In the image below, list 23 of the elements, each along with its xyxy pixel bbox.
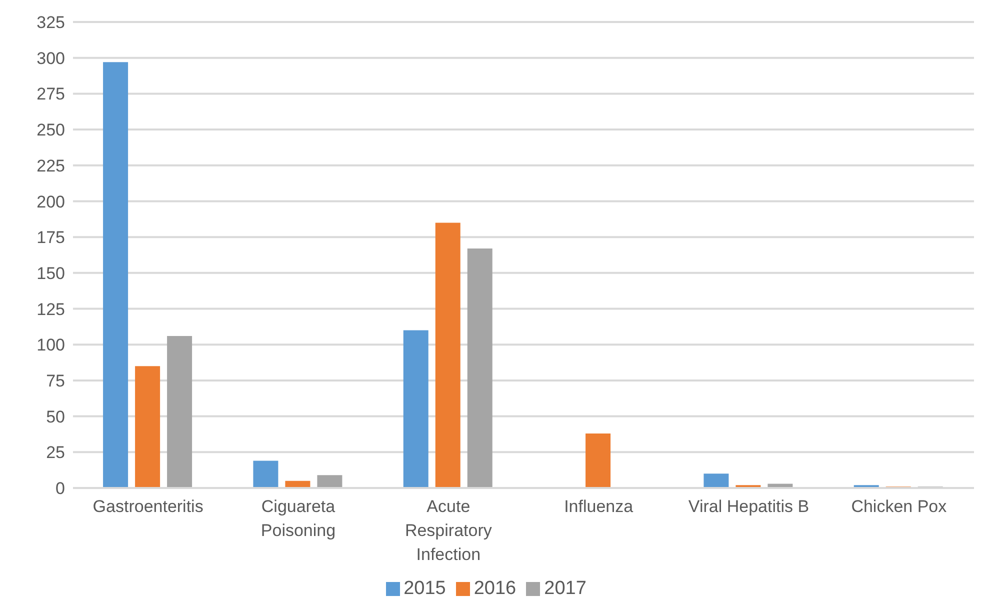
y-tick-label: 275 xyxy=(36,84,65,104)
x-tick-label: Acute Respiratory Infection xyxy=(404,497,492,564)
x-tick-label: Ciguareta Poisoning xyxy=(260,497,336,540)
legend-label: 2015 xyxy=(404,578,446,599)
y-tick-label: 50 xyxy=(46,407,65,426)
y-tick-label: 125 xyxy=(36,300,65,319)
x-tick-label: Influenza xyxy=(564,497,634,516)
y-tick-label: 25 xyxy=(46,443,65,462)
x-tick-label: Gastroenteritis xyxy=(92,497,204,516)
y-tick-label: 225 xyxy=(36,156,65,176)
y-tick-label: 175 xyxy=(36,228,65,248)
y-tick-label: 150 xyxy=(36,264,65,283)
y-tick-label: 300 xyxy=(36,48,65,68)
x-tick-label: Viral Hepatitis B xyxy=(688,497,810,516)
legend-label: 2016 xyxy=(474,578,516,599)
y-tick-label: 200 xyxy=(36,192,65,212)
y-tick-label: 250 xyxy=(36,120,65,140)
x-tick-label: Chicken Pox xyxy=(851,497,948,516)
y-tick-label: 0 xyxy=(56,479,65,498)
y-tick-label: 100 xyxy=(36,336,65,355)
y-tick-label: 75 xyxy=(46,371,65,390)
legend-label: 2017 xyxy=(544,578,586,599)
y-tick-label: 325 xyxy=(36,13,65,32)
